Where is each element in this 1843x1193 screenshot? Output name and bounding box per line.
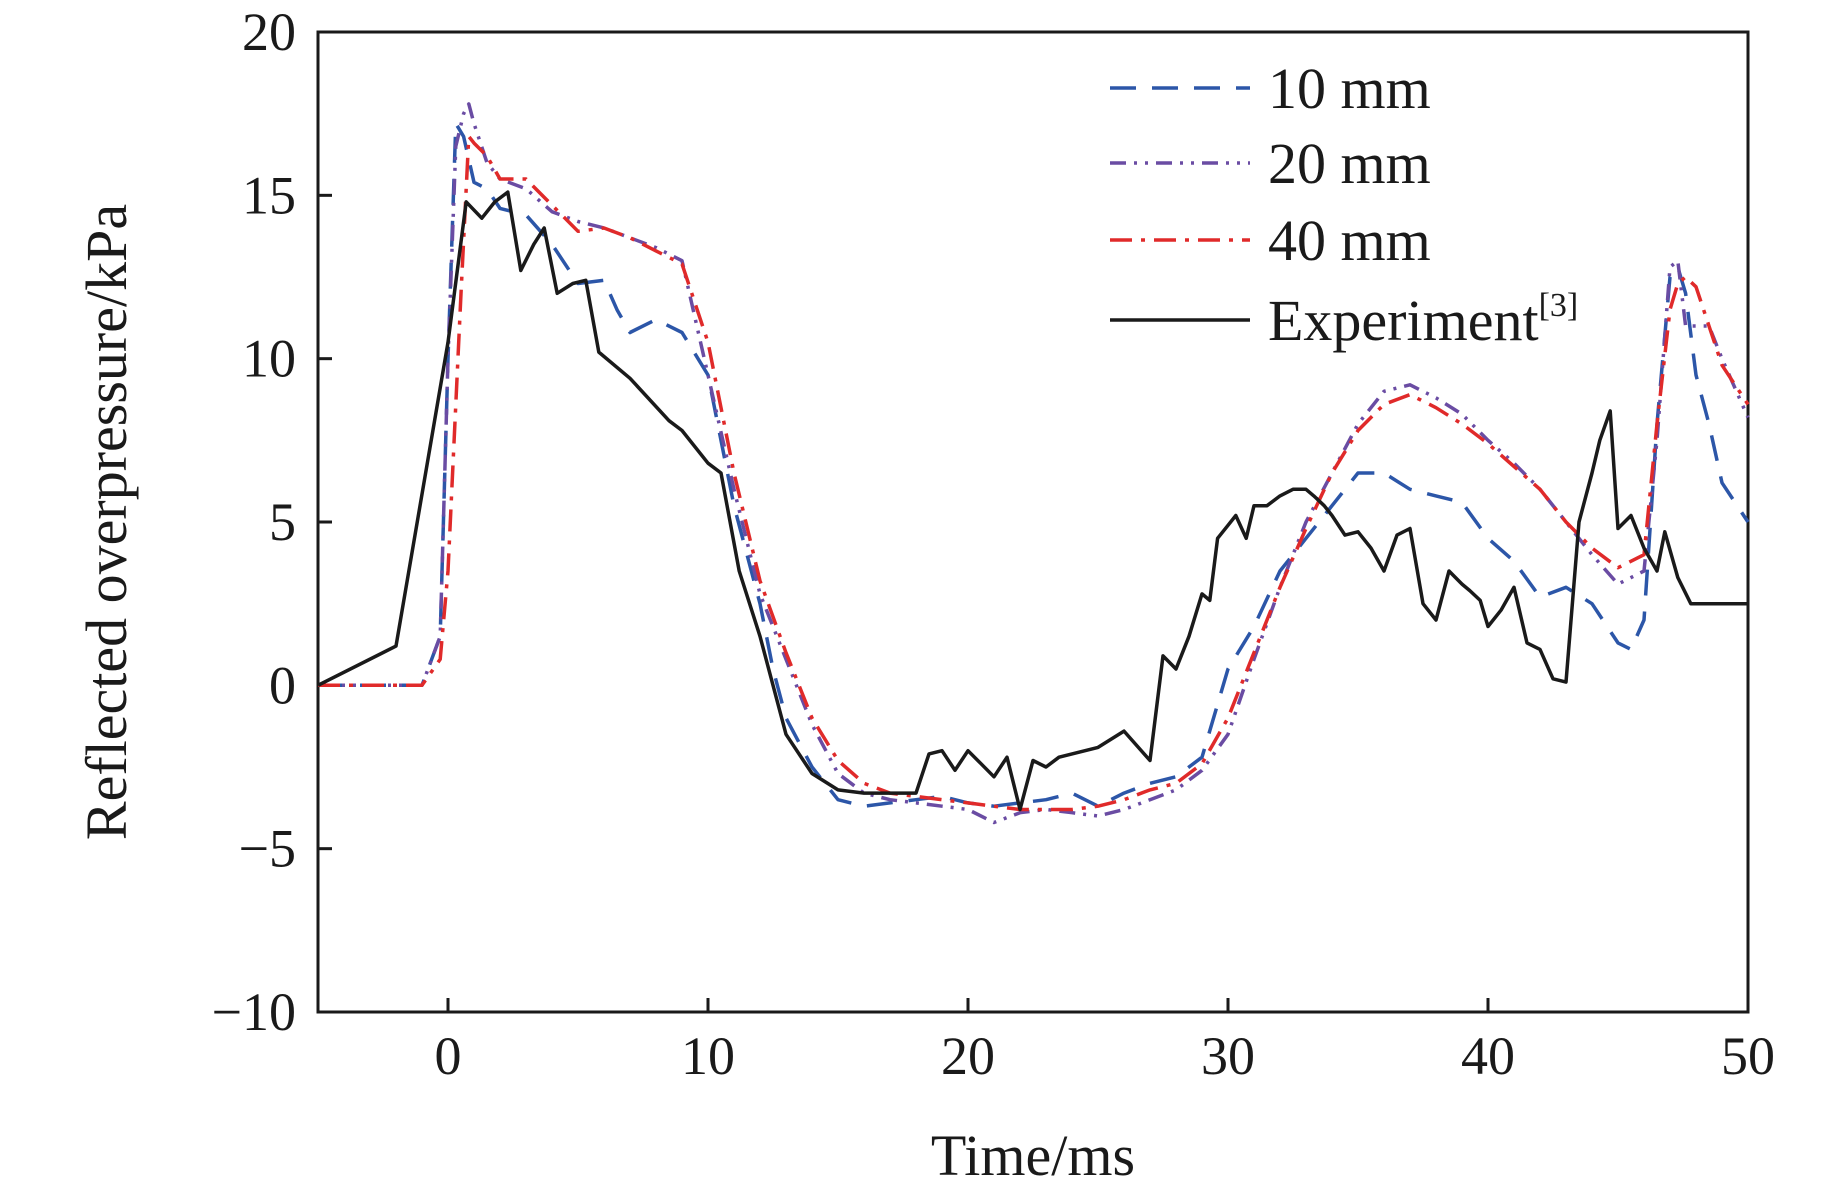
legend: 10 mm 20 mm 40 mm Experiment[3] <box>1110 56 1578 353</box>
legend-label: 20 mm <box>1268 131 1431 196</box>
y-tick-label: 10 <box>242 329 296 389</box>
axis-tick-labels: 0 10 20 30 40 50 −10 −5 0 5 10 15 20 <box>212 2 1775 1086</box>
series-line-40-mm <box>318 134 1750 812</box>
x-tick-label: 10 <box>681 1026 735 1086</box>
x-tick-label: 20 <box>941 1026 995 1086</box>
y-axis-label: Reflected overpressure/kPa <box>74 204 139 840</box>
x-tick-label: 50 <box>1721 1026 1775 1086</box>
legend-citation: [3] <box>1539 287 1579 324</box>
y-tick-label: −10 <box>212 982 296 1042</box>
x-tick-label: 30 <box>1201 1026 1255 1086</box>
series-lines <box>317 102 1750 825</box>
y-tick-label: 0 <box>269 655 296 715</box>
legend-label: Experiment[3] <box>1268 287 1578 353</box>
legend-label: 40 mm <box>1268 208 1431 273</box>
plot-frame <box>316 30 1750 1014</box>
y-tick-label: 15 <box>242 165 296 225</box>
series-line-10-mm <box>318 121 1750 808</box>
x-tick-label: 0 <box>435 1026 462 1086</box>
axis-ticks <box>318 30 1750 1014</box>
x-axis-label: Time/ms <box>931 1123 1135 1188</box>
series-line-experiment <box>317 190 1748 812</box>
series-line-20-mm <box>318 102 1750 825</box>
legend-label: 10 mm <box>1268 56 1431 121</box>
y-tick-label: 5 <box>269 492 296 552</box>
y-tick-label: 20 <box>242 2 296 62</box>
x-tick-label: 40 <box>1461 1026 1515 1086</box>
y-tick-label: −5 <box>239 819 296 879</box>
